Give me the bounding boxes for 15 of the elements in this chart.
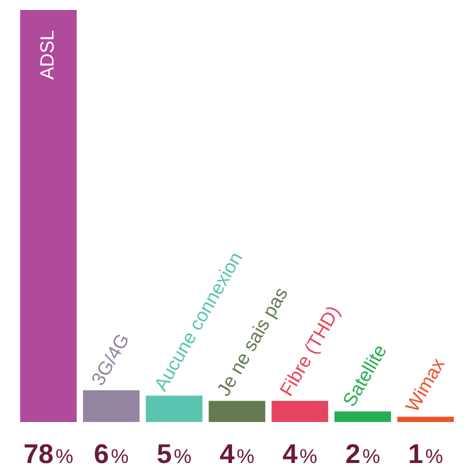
data-label: 1%	[408, 439, 444, 469]
bar	[272, 400, 328, 422]
bar	[397, 416, 454, 422]
data-label: 4%	[220, 439, 255, 469]
bar	[20, 10, 77, 422]
data-label: 2%	[345, 439, 380, 469]
data-label: 5%	[156, 439, 192, 469]
bar	[83, 390, 140, 422]
x-tick-label: ADSL	[38, 30, 59, 80]
data-label: 4%	[282, 439, 318, 469]
bar	[334, 411, 391, 422]
bar	[146, 396, 202, 422]
bar	[208, 400, 266, 422]
data-label: 6%	[94, 439, 129, 469]
data-label: 78%	[24, 439, 74, 469]
